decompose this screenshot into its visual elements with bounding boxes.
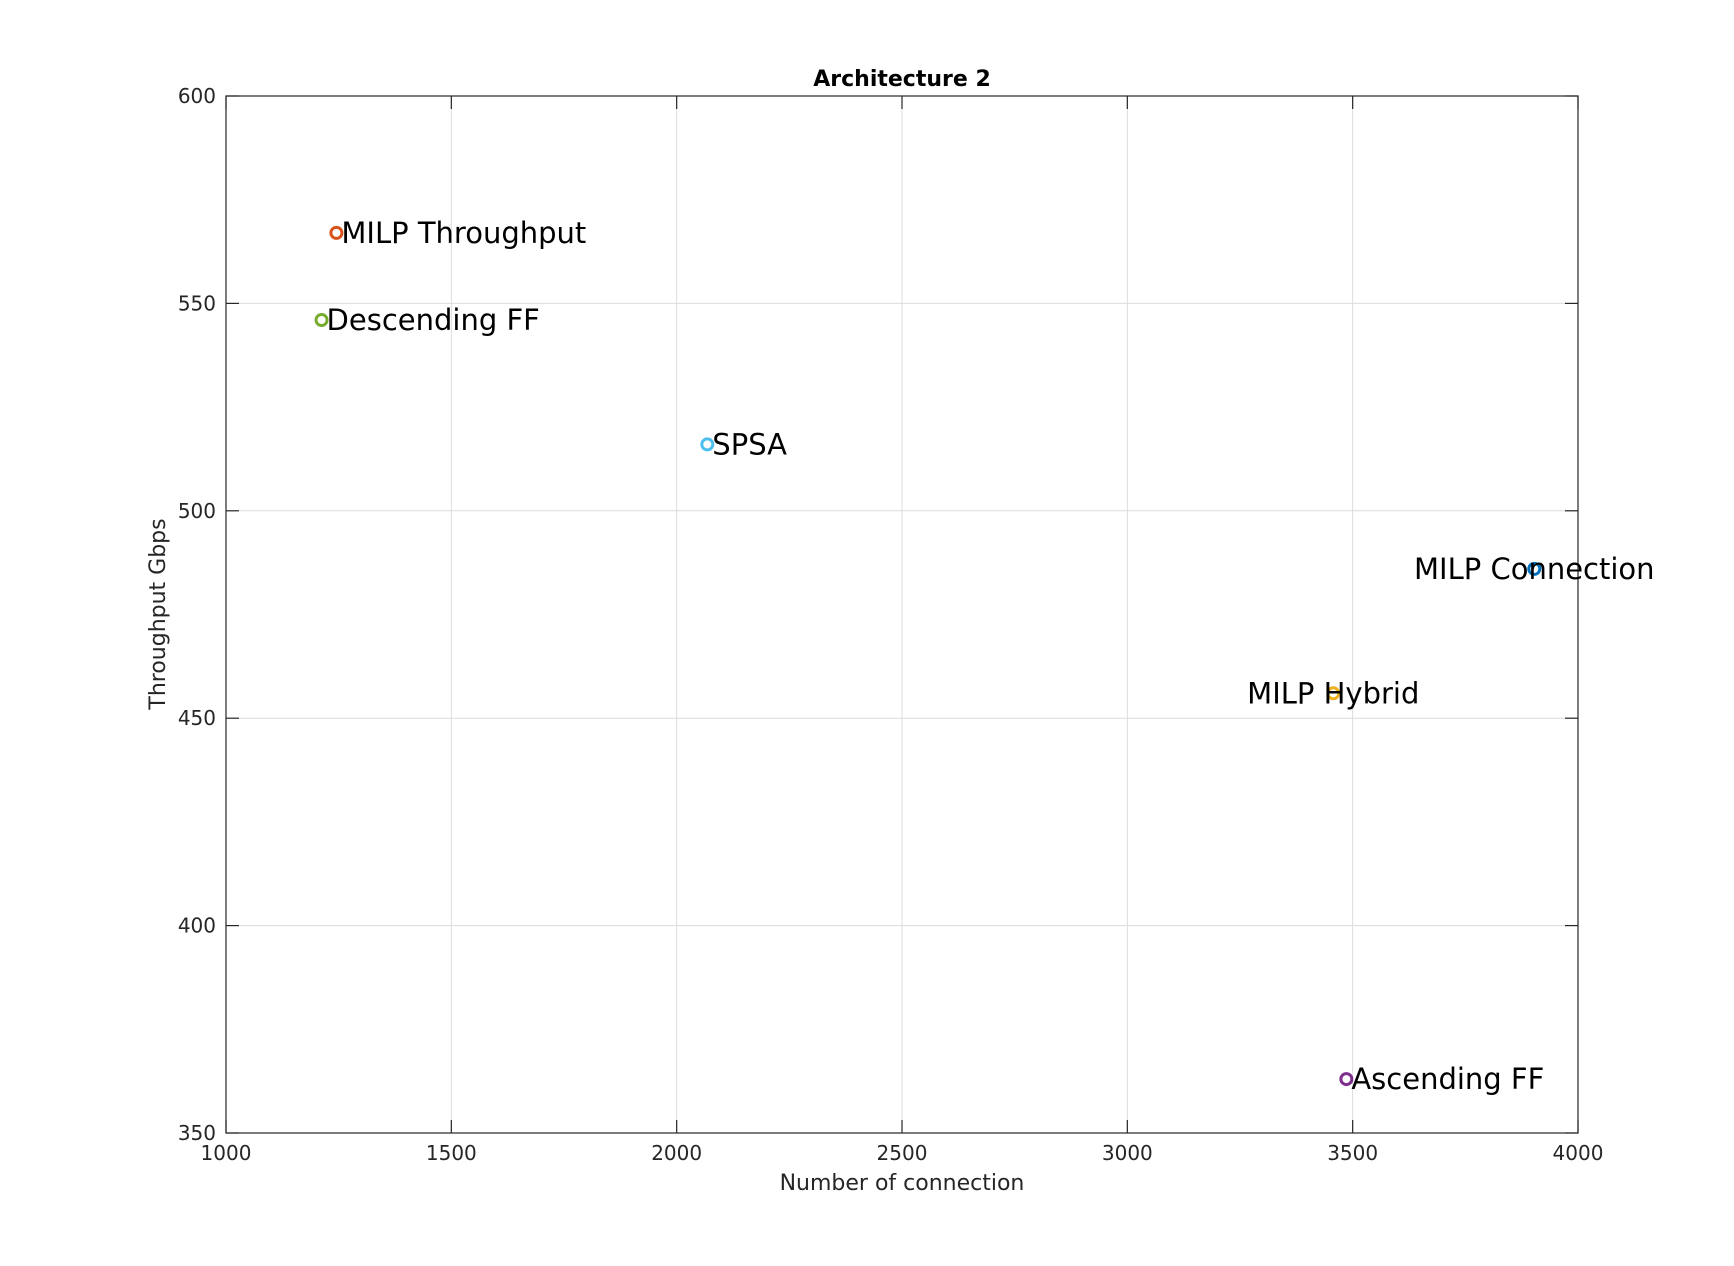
x-tick-label: 2000 [651, 1141, 702, 1165]
point-layer: MILP Throughput Descending FF SPSA MILP Con… [314, 216, 1655, 1096]
x-tick-label: 1500 [426, 1141, 477, 1165]
x-tick-label: 3500 [1327, 1141, 1378, 1165]
y-tick-label: 550 [178, 291, 216, 315]
y-axis-label: Throughput Gbps [146, 518, 171, 710]
grid-layer [225, 95, 1579, 1134]
scatter-point [1527, 561, 1542, 576]
y-tick-label: 600 [178, 84, 216, 108]
y-tick-label: 500 [178, 499, 216, 523]
y-tick-label: 450 [178, 706, 216, 730]
y-tick-label: 400 [178, 914, 216, 938]
x-axis-label: Number of connection [780, 1171, 1025, 1196]
x-tick-label: 1000 [201, 1141, 252, 1165]
x-tick-label: 2500 [877, 1141, 928, 1165]
chart-title: Architecture 2 [813, 67, 991, 92]
point-label: Ascending FF [1351, 1062, 1544, 1096]
scatter-point [1339, 1072, 1354, 1087]
scatter-point [700, 437, 715, 452]
y-tick-label: 350 [178, 1121, 216, 1145]
scatter-point [314, 312, 329, 327]
scatter-point [1326, 686, 1341, 701]
x-tick-label: 4000 [1553, 1141, 1604, 1165]
point-label: MILP Hybrid [1247, 676, 1419, 710]
point-label: MILP Connection [1414, 552, 1655, 586]
point-label: SPSA [712, 427, 787, 461]
scatter-point [329, 225, 344, 240]
tick-layer: 1000 1500 2000 2500 3000 3500 4000 350 400 450 500… [178, 84, 1604, 1165]
point-label: MILP Throughput [341, 216, 586, 250]
point-label: Descending FF [327, 303, 540, 337]
x-tick-label: 3000 [1102, 1141, 1153, 1165]
